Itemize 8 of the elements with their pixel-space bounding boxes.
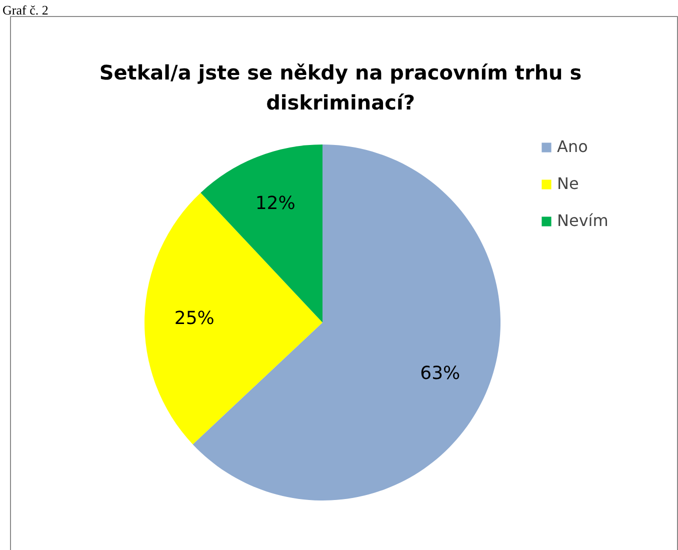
legend-label: Ano [557,137,588,156]
data-label: 63% [420,362,460,384]
data-label: 25% [174,308,214,329]
chart-title: Setkal/a jste se někdy na pracovním trhu s diskriminací? [99,60,582,114]
legend-label: Ne [557,174,579,193]
legend-label: Nevím [557,211,608,230]
data-label: 12% [255,192,296,214]
text: Graf č. 2 [2,2,48,18]
